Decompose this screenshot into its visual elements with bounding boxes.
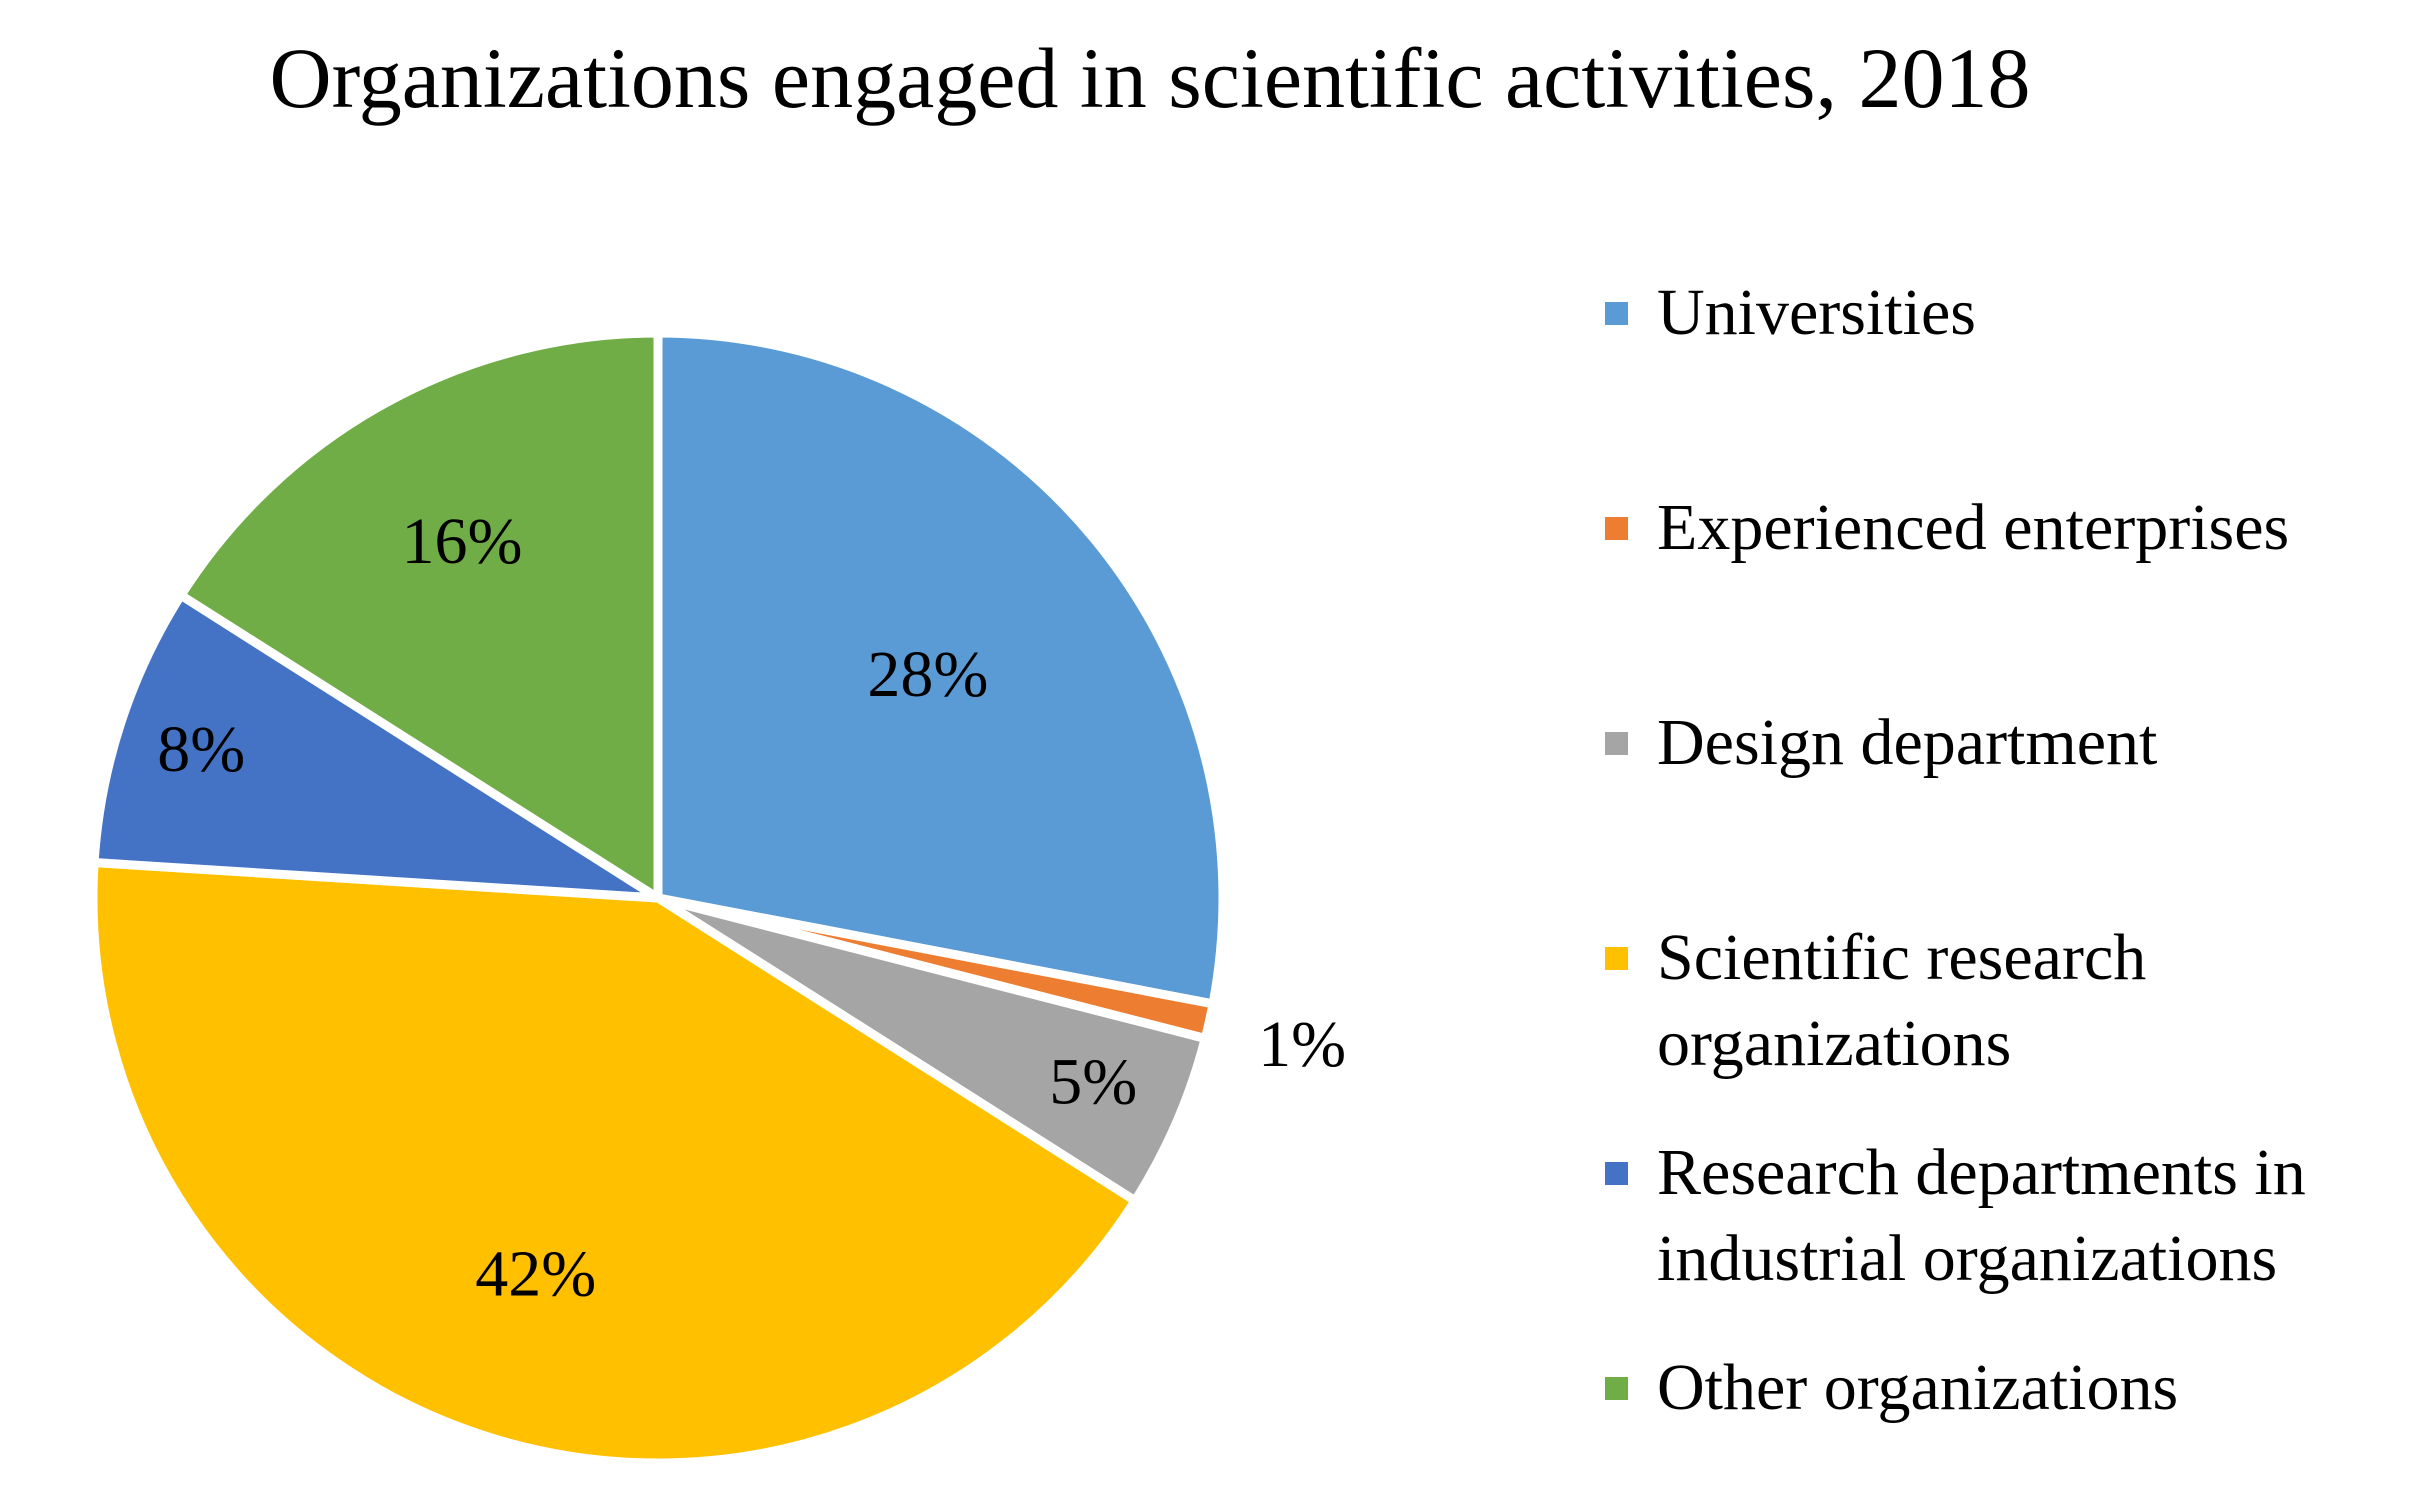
legend-swatch	[1605, 732, 1628, 755]
legend-label: Research departments in industrial organ…	[1657, 1136, 2306, 1295]
legend-label: Design department	[1657, 706, 2158, 779]
data-label-research-departments-in-industrial-organizations: 8%	[157, 713, 245, 786]
data-label-universities: 28%	[867, 638, 988, 711]
data-label-scientific-research-organizations: 42%	[475, 1238, 596, 1311]
legend-swatch	[1605, 1162, 1628, 1185]
legend-swatch	[1605, 302, 1628, 325]
pie-slice-other-organizations	[176, 328, 663, 903]
legend-label: Scientific research organizations	[1657, 921, 2147, 1080]
pie-slice-universities	[653, 328, 1228, 1009]
legend-swatch	[1605, 1377, 1628, 1400]
legend-label: Universities	[1657, 276, 1976, 349]
data-label-other-organizations: 16%	[402, 505, 523, 578]
pie-slice-research-departments-in-industrial-organizations	[89, 590, 663, 903]
pie-slices	[88, 328, 1228, 1468]
pie-slice-scientific-research-organizations	[88, 858, 1140, 1468]
chart-title: Organizations engaged in scientific acti…	[269, 30, 2031, 126]
legend-label: Experienced enterprises	[1657, 491, 2290, 564]
data-label-design-department: 5%	[1049, 1045, 1137, 1118]
pie-data-labels: 28% 1% 5% 42% 8% 16%	[157, 505, 1346, 1311]
legend-swatch	[1605, 517, 1628, 540]
data-label-experienced-enterprises: 1%	[1258, 1008, 1346, 1081]
legend-swatch	[1605, 947, 1628, 970]
legend-label: Other organizations	[1657, 1351, 2179, 1424]
